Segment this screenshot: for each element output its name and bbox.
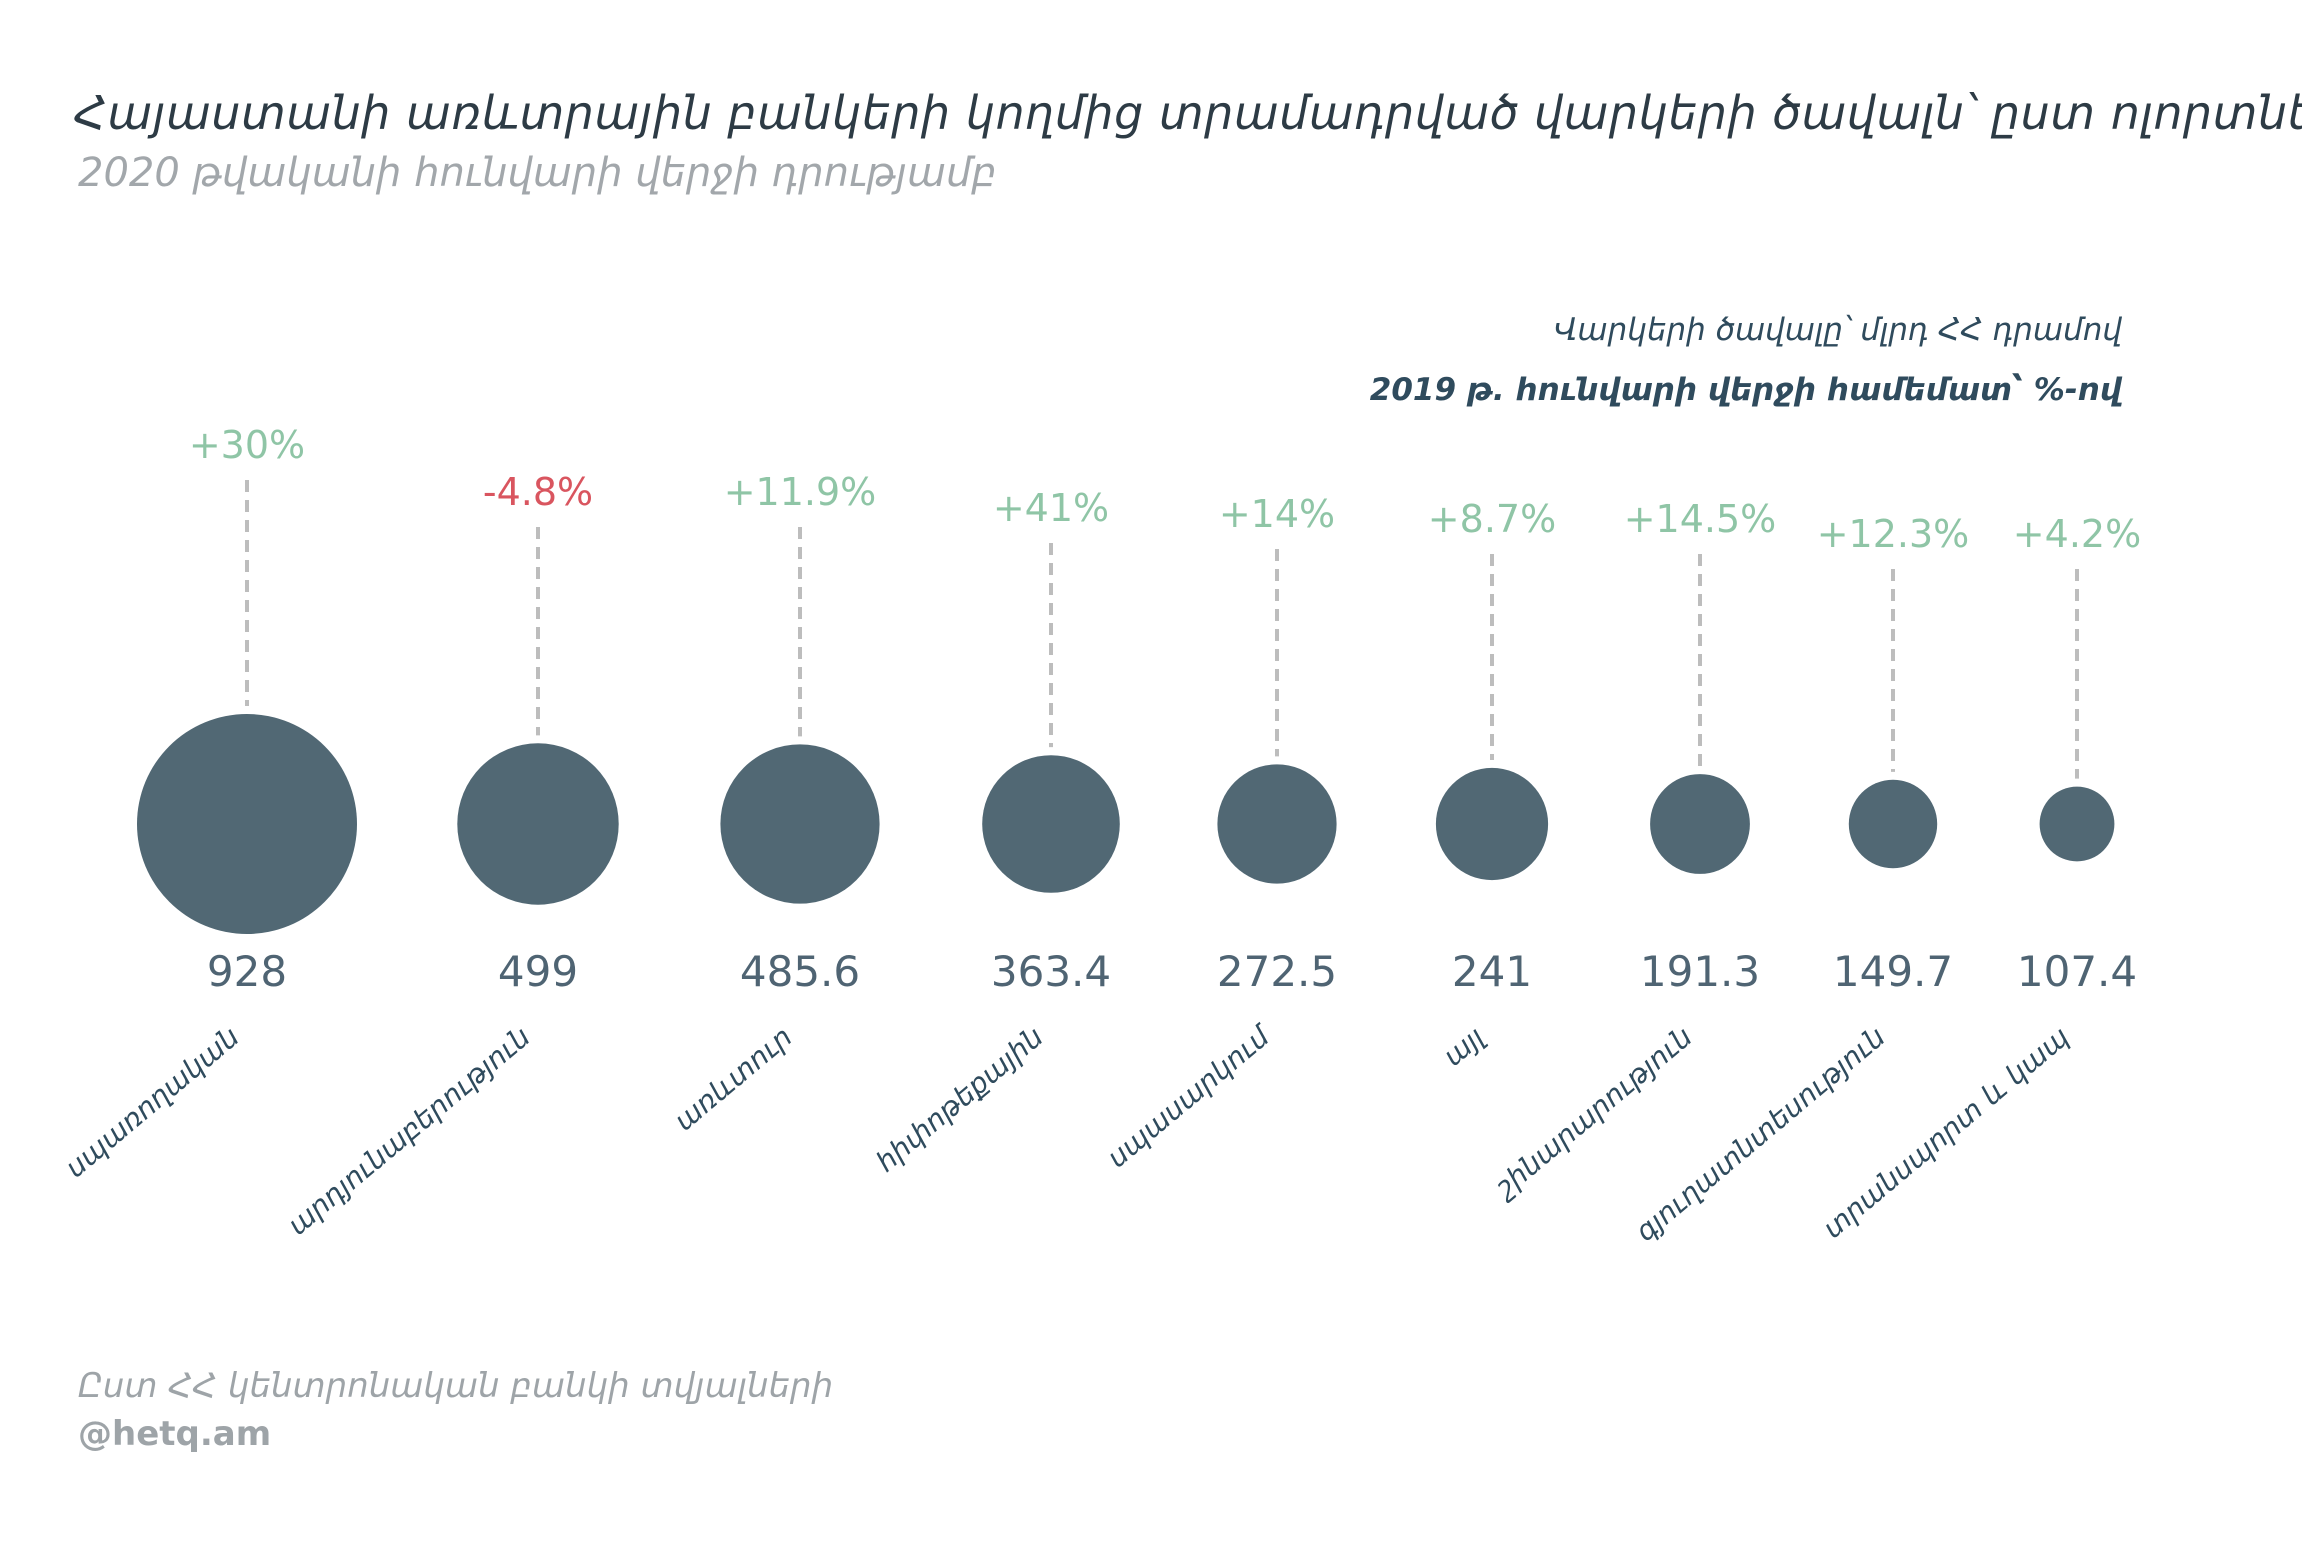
category-label: այլ [1437, 1020, 1491, 1073]
value-label: 363.4 [991, 947, 1111, 996]
source-note: Ըստ ՀՀ կենտրոնական բանկի տվյալների [78, 1366, 834, 1406]
change-label: +4.2% [2013, 512, 2141, 556]
chart-title: Հայաստանի առևտրային բանկերի կողմից տրամա… [74, 86, 2302, 140]
value-label: 272.5 [1217, 947, 1337, 996]
credit-note: @hetq.am [78, 1414, 272, 1454]
change-label: +8.7% [1428, 497, 1556, 541]
bubble [1650, 774, 1750, 874]
change-label: +14% [1219, 492, 1335, 536]
value-label: 485.6 [740, 947, 860, 996]
value-label: 191.3 [1640, 947, 1760, 996]
category-label: առևտուր [668, 1020, 799, 1137]
change-label: +12.3% [1817, 512, 1970, 556]
change-label: +14.5% [1624, 497, 1777, 541]
legend-value-unit: Վարկերի ծավալը՝ մլրդ ՀՀ դրամով [1554, 312, 2122, 348]
value-label: 241 [1452, 947, 1532, 996]
legend: Վարկերի ծավալը՝ մլրդ ՀՀ դրամով 2019 թ. հ… [1370, 300, 2122, 420]
chart-subtitle: 2020 թվականի հունվարի վերջի դրությամբ [78, 150, 997, 196]
category-label: սպառողական [59, 1020, 246, 1184]
value-label: 149.7 [1833, 947, 1953, 996]
change-label: +11.9% [724, 470, 877, 514]
bubble [2039, 786, 2115, 862]
bubble [720, 744, 880, 904]
category-label: շինարարություն [1487, 1020, 1699, 1205]
bubble [1435, 767, 1549, 881]
category-label: հիփոթեքային [870, 1020, 1050, 1179]
bubble [137, 714, 357, 934]
bubble [982, 755, 1120, 893]
category-label: սպասարկում [1101, 1018, 1278, 1174]
change-label: -4.8% [483, 470, 593, 514]
bubble [1217, 764, 1337, 884]
change-label: +41% [993, 486, 1109, 530]
value-label: 107.4 [2017, 947, 2137, 996]
bubble [1848, 779, 1938, 869]
change-label: +30% [189, 423, 305, 467]
value-label: 928 [207, 947, 287, 996]
bubble [457, 743, 619, 905]
legend-change-unit: 2019 թ. հունվարի վերջի համեմատ՝ %-ով [1369, 372, 2122, 408]
value-label: 499 [498, 947, 578, 996]
category-label: արդյունաբերություն [281, 1020, 536, 1242]
